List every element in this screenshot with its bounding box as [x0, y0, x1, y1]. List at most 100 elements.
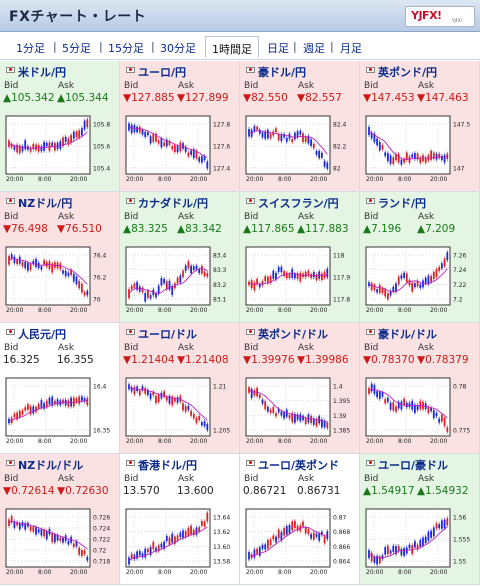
candle-body: [248, 552, 250, 560]
rate-tile[interactable]: 米ドル/円 Bid Ask ▲105.342 ▲105.344 105.8 105.6 105…: [0, 61, 120, 192]
rate-tile[interactable]: ユーロ/円 Bid Ask ▼127.885 ▼127.899 127.8 127.6 127…: [120, 61, 240, 192]
mini-candle-chart[interactable]: 13.64 13.62 13.60 13.58 20:00 8:00 20:00: [124, 507, 236, 579]
tab-15min[interactable]: 15分足: [108, 42, 144, 55]
pair-name-link[interactable]: NZドル/円: [18, 197, 73, 210]
mini-candle-chart[interactable]: 0.726 0.724 0.722 0.72 0.718 20:00 8:00 20:00: [4, 507, 116, 579]
mini-candle-chart[interactable]: 1.21 1.205 20:00 8:00 20:00: [124, 376, 236, 448]
pair-name-link[interactable]: 香港ドル/円: [138, 459, 198, 472]
candle-body: [138, 551, 141, 556]
candle-body: [179, 532, 182, 537]
rate-tile[interactable]: ランド/円 Bid Ask ▲7.196 ▲7.209 7.26 7.24 7.22 7.2 20…: [360, 192, 480, 323]
bid-value: ▼82.550: [243, 92, 288, 104]
candle-body: [43, 403, 45, 409]
pair-name-link[interactable]: 英ポンド/円: [378, 66, 438, 79]
tab-30min[interactable]: 30分足: [160, 42, 196, 55]
pair-name-link[interactable]: カナダドル/円: [138, 197, 209, 210]
rate-tile[interactable]: 人民元/円 Bid Ask 16.325 16.355 16.4 16.35 20:00 8:0…: [0, 323, 120, 454]
candle-body: [411, 154, 414, 158]
tab-daily[interactable]: 日足: [267, 42, 289, 55]
pair-name-link[interactable]: ユーロ/ドル: [138, 328, 198, 341]
mini-candle-chart[interactable]: 1.56 1.555 1.55 20:00 8:00 20:00: [364, 507, 476, 579]
mini-candle-chart[interactable]: 83.4 83.3 83.2 83.1 20:00 8:00 20:00: [124, 245, 236, 317]
mini-candle-chart[interactable]: 16.4 16.35 20:00 8:00 20:00: [4, 376, 116, 448]
candle-body: [326, 268, 329, 278]
candle-body: [427, 531, 430, 541]
candle-body: [157, 140, 160, 144]
tab-monthly[interactable]: 月足: [340, 42, 362, 55]
rate-tile[interactable]: ユーロ/ドル Bid Ask ▼1.21404 ▼1.21408 1.21 1.205 20:…: [120, 323, 240, 454]
candle-body: [264, 401, 267, 410]
pair-name-link[interactable]: 豪ドル/ドル: [378, 328, 438, 341]
candle-body: [258, 547, 261, 556]
candle-body: [294, 521, 296, 528]
candle-body: [195, 150, 198, 159]
rate-tile[interactable]: スイスフラン/円 Bid Ask ▲117.865 ▲117.883 118 117.9 11…: [240, 192, 360, 323]
candle-body: [256, 548, 258, 554]
pair-name-link[interactable]: ユーロ/豪ドル: [378, 459, 449, 472]
candle-body: [184, 265, 187, 272]
rate-tile[interactable]: NZドル/ドル Bid Ask ▼0.72614 ▼0.72630 0.726 0.724 0…: [0, 454, 120, 585]
candle-body: [389, 155, 392, 164]
candle-body: [381, 288, 384, 293]
rate-tile[interactable]: カナダドル/円 Bid Ask ▲83.325 ▲83.342 83.4 83.3 83.2 8…: [120, 192, 240, 323]
bid-label: Bid: [4, 343, 19, 353]
candle-body: [51, 263, 54, 273]
tab-1min[interactable]: 1分足: [16, 42, 45, 55]
mini-candle-chart[interactable]: 1.4 1.395 1.39 1.385 20:00 8:00 20:00: [244, 376, 356, 448]
candle-body: [256, 278, 258, 285]
mini-candle-chart[interactable]: 127.8 127.6 127.4 20:00 8:00 20:00: [124, 114, 236, 186]
rate-tile[interactable]: ユーロ/豪ドル Bid Ask ▲1.54917 ▲1.54932 1.56 1.555 1.…: [360, 454, 480, 585]
mini-candle-chart[interactable]: 105.8 105.6 105.4 20:00 8:00 20:00: [4, 114, 116, 186]
candle-body: [312, 143, 315, 149]
rate-tile[interactable]: 豪ドル/ドル Bid Ask ▼0.78370 ▼0.78379 0.78 0.775 20:…: [360, 323, 480, 454]
pair-name-link[interactable]: NZドル/ドル: [18, 459, 84, 472]
yjfx-logo[interactable]: YJFX! YJFX!: [405, 6, 475, 27]
candle-body: [267, 276, 269, 284]
plot-area: [5, 115, 91, 175]
mini-candle-chart[interactable]: 76.4 76.2 76 20:00 8:00 20:00: [4, 245, 116, 317]
pair-name-link[interactable]: ランド/円: [378, 197, 427, 210]
pair-name-link[interactable]: 英ポンド/ドル: [258, 328, 329, 341]
rate-tile[interactable]: ユーロ/英ポンド Bid Ask 0.86721 0.86731 0.87 0.868 0.8…: [240, 454, 360, 585]
tab-5min[interactable]: 5分足: [62, 42, 91, 55]
tab-weekly[interactable]: 週足: [303, 42, 325, 55]
candle-body: [171, 396, 174, 406]
candle-body: [310, 139, 312, 146]
candle-body: [43, 529, 45, 537]
candle-body: [165, 396, 168, 401]
candle-body: [280, 532, 283, 541]
candle-body: [37, 404, 40, 409]
candle-body: [384, 399, 387, 404]
rate-tile[interactable]: 豪ドル/円 Bid Ask ▼82.550 ▼82.557 82.4 82.2 82 20:00…: [240, 61, 360, 192]
mini-candle-chart[interactable]: 7.26 7.24 7.22 7.2 20:00 8:00 20:00: [364, 245, 476, 317]
ask-value: ▲1.54932: [417, 485, 469, 497]
pair-name-link[interactable]: 人民元/円: [18, 328, 67, 341]
bid-value: ▼0.78370: [363, 354, 415, 366]
chart-svg: 147.5 147 20:00 8:00 20:00: [365, 115, 470, 183]
candle-body: [395, 283, 397, 293]
candle-body: [373, 133, 376, 143]
mini-candle-chart[interactable]: 147.5 147 20:00 8:00 20:00: [364, 114, 476, 186]
plot-area: [245, 377, 331, 437]
mini-candle-chart[interactable]: 0.87 0.868 0.866 0.864 20:00 8:00 20:00: [244, 507, 356, 579]
candle-body: [18, 523, 21, 530]
candle-body: [184, 405, 187, 412]
candle-body: [72, 273, 75, 282]
candle-body: [195, 417, 198, 424]
mini-candle-chart[interactable]: 0.78 0.775 20:00 8:00 20:00: [364, 376, 476, 448]
pair-name-link[interactable]: 米ドル/円: [18, 66, 67, 79]
pair-name-link[interactable]: スイスフラン/円: [258, 197, 339, 210]
candle-body: [321, 419, 323, 428]
tab-1hour[interactable]: 1時間足: [205, 36, 259, 58]
pair-name-link[interactable]: ユーロ/英ポンド: [258, 459, 340, 472]
mini-candle-chart[interactable]: 118 117.9 117.8 20:00 8:00 20:00: [244, 245, 356, 317]
rate-tile[interactable]: NZドル/円 Bid Ask ▼76.498 ▼76.510 76.4 76.2 76 20:0…: [0, 192, 120, 323]
candle-body: [78, 130, 81, 138]
pair-name-link[interactable]: ユーロ/円: [138, 66, 187, 79]
candle-body: [144, 548, 147, 558]
pair-name-link[interactable]: 豪ドル/円: [258, 66, 307, 79]
mini-candle-chart[interactable]: 82.4 82.2 82 20:00 8:00 20:00: [244, 114, 356, 186]
rate-tile[interactable]: 香港ドル/円 Bid Ask 13.570 13.600 13.64 13.62 13.60 1…: [120, 454, 240, 585]
rate-tile[interactable]: 英ポンド/ドル Bid Ask ▼1.39976 ▼1.39986 1.4 1.395 1.3…: [240, 323, 360, 454]
rate-tile[interactable]: 英ポンド/円 Bid Ask ▼147.453 ▼147.463 147.5 147 20:0…: [360, 61, 480, 192]
